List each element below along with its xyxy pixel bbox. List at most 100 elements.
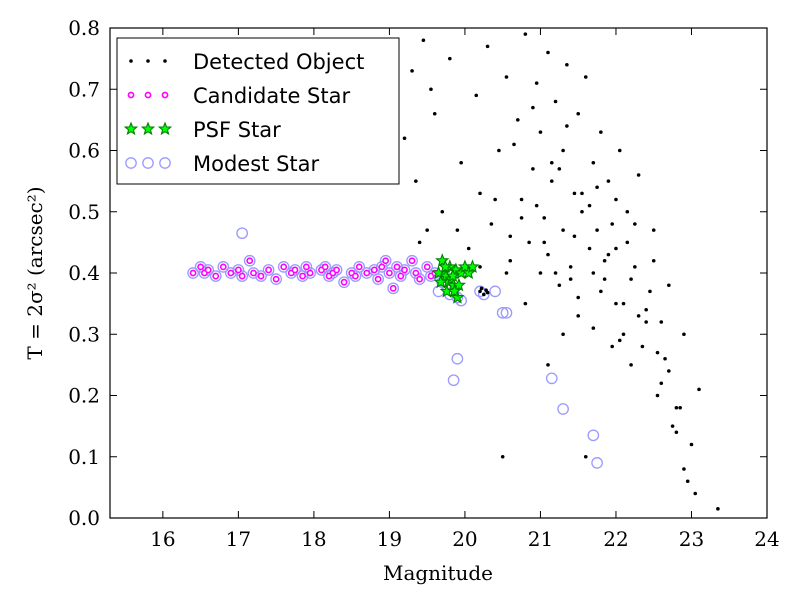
modest-star-point: [360, 267, 373, 279]
candidate-star-point: [321, 263, 329, 271]
candidate-star-point: [299, 272, 306, 280]
modest-star-point: [187, 267, 199, 279]
candidate-star-point: [238, 272, 246, 280]
detected-object-point: [478, 265, 482, 269]
detected-object-point: [508, 234, 513, 239]
modest-star-point: [300, 261, 313, 273]
modest-star-point: [236, 270, 249, 282]
psf-star-point: [445, 268, 460, 283]
modest-star-point: [224, 267, 237, 279]
detected-object-point: [523, 301, 528, 306]
detected-object-point: [414, 179, 418, 183]
detected-object-point: [504, 75, 509, 79]
detected-object-point: [583, 454, 588, 459]
x-tick-label: 22: [603, 527, 628, 551]
detected-object-point: [595, 228, 599, 232]
detected-object-point: [557, 283, 562, 288]
legend-marker-3: [125, 157, 137, 169]
detected-object-point: [682, 467, 686, 471]
detected-object-point: [648, 289, 652, 294]
candidate-star-point: [423, 263, 431, 271]
detected-object-point: [425, 228, 429, 232]
detected-object-point: [629, 363, 633, 367]
psf-star-point: [450, 289, 465, 304]
plot-frame: [109, 27, 768, 519]
candidate-star-point: [280, 263, 288, 271]
detected-object-point: [682, 332, 686, 337]
detected-object-point: [610, 344, 614, 349]
modest-star-point: [376, 261, 388, 273]
detected-object-point: [410, 69, 414, 73]
modest-star-point: [247, 267, 260, 279]
detected-object-point: [689, 442, 694, 447]
detected-object-point: [497, 148, 501, 153]
detected-object-point: [542, 216, 547, 220]
detected-object-point: [466, 246, 471, 251]
detected-object-point: [644, 307, 648, 312]
detected-object-point: [512, 142, 516, 147]
modest-star-point: [406, 254, 418, 267]
candidate-star-point: [306, 269, 314, 277]
ticks-layer: 16 17 18 19 20 21 22 23 24 0.0 0.1 0.2 0.3 0.4 0.5 0.6 0…: [68, 16, 780, 551]
legend-marker-1: [144, 91, 152, 99]
detected-object-point: [580, 209, 584, 214]
detected-object-point: [523, 32, 528, 36]
detected-object-point: [538, 130, 543, 134]
modest-star-point: [413, 273, 426, 285]
modest-star-point: [383, 267, 396, 279]
legend-marker-2: [123, 121, 139, 136]
detected-object-point: [549, 179, 554, 183]
y-tick-label: 0.1: [68, 445, 100, 469]
detected-object-point: [478, 191, 482, 196]
legend-marker-0: [146, 59, 150, 63]
detected-object-point: [651, 258, 656, 263]
detected-object-point: [667, 369, 671, 373]
psf-star-point: [447, 283, 462, 298]
x-tick-label: 17: [226, 527, 251, 551]
x-tick-label: 16: [150, 527, 175, 551]
detected-object-point: [557, 167, 562, 171]
y-tick-label: 0.6: [68, 139, 100, 163]
modest-star-point: [236, 227, 249, 240]
detected-object-point: [640, 344, 645, 349]
candidate-star-point: [257, 272, 265, 280]
candidate-star-point: [382, 257, 390, 265]
points-layer: [187, 32, 720, 511]
candidate-star-point: [272, 275, 280, 283]
detected-object-point: [587, 203, 592, 208]
modest-star-point: [277, 261, 290, 273]
legend-label: Modest Star: [193, 152, 319, 176]
legend-marker-1: [161, 91, 169, 99]
detected-object-point: [617, 338, 622, 343]
x-tick-label: 21: [528, 527, 553, 551]
modest-star-point: [353, 261, 366, 273]
detected-object-point: [614, 246, 618, 251]
detected-object-point: [621, 332, 626, 337]
x-tick-label: 19: [377, 527, 402, 551]
detected-object-point: [659, 381, 664, 386]
detected-object-point: [591, 326, 596, 330]
psf-star-point: [433, 274, 448, 289]
y-axis-label: T = 2σ² (arcsec²): [23, 186, 47, 359]
detected-object-point: [633, 222, 637, 226]
detected-object-point: [561, 148, 565, 153]
detected-object-point: [621, 301, 626, 306]
detected-object-point: [546, 363, 550, 367]
legend-marker-1: [127, 91, 135, 99]
legend-marker-0: [163, 59, 167, 63]
detected-object-point: [674, 430, 679, 435]
x-tick-label: 18: [301, 527, 326, 551]
psf-star-point: [451, 277, 467, 292]
detected-object-point: [572, 191, 577, 196]
detected-object-point: [519, 197, 524, 202]
detected-object-point: [515, 118, 520, 122]
x-axis-label: Magnitude: [383, 561, 493, 585]
modest-star-point: [304, 267, 316, 279]
detected-object-point: [716, 507, 720, 511]
detected-object-point: [432, 111, 437, 116]
detected-object-point: [504, 271, 509, 275]
modest-star-point: [217, 261, 230, 273]
detected-object-point: [561, 332, 565, 337]
detected-object-point: [595, 185, 599, 190]
detected-object-point: [534, 203, 539, 208]
